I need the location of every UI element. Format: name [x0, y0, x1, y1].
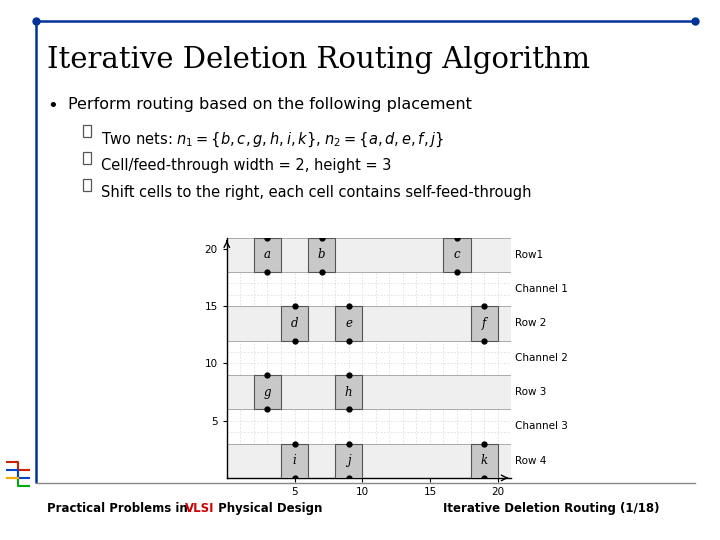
Text: e: e [345, 317, 352, 330]
Bar [227, 443, 511, 478]
Bar [471, 443, 498, 478]
Text: Channel 3: Channel 3 [516, 421, 568, 431]
Bar [83, 152, 91, 164]
Text: VLSI: VLSI [185, 502, 215, 515]
Text: Physical Design: Physical Design [214, 502, 323, 515]
Text: g: g [264, 386, 271, 399]
Text: Row 3: Row 3 [516, 387, 546, 397]
Bar [254, 375, 281, 409]
Text: Iterative Deletion Routing (1/18): Iterative Deletion Routing (1/18) [443, 502, 660, 515]
Text: Channel 1: Channel 1 [516, 284, 568, 294]
Text: Cell/feed-through width = 2, height = 3: Cell/feed-through width = 2, height = 3 [101, 158, 391, 173]
Text: Row1: Row1 [516, 250, 544, 260]
Bar [83, 179, 91, 191]
Bar [254, 238, 281, 272]
Text: Row 2: Row 2 [516, 319, 546, 328]
Bar [227, 306, 511, 341]
Bar [471, 306, 498, 341]
Bar [227, 238, 511, 272]
Bar [281, 306, 308, 341]
Text: c: c [454, 248, 460, 261]
Text: Row 4: Row 4 [516, 456, 546, 465]
Text: •: • [47, 97, 58, 115]
Bar [335, 443, 362, 478]
Bar [335, 306, 362, 341]
Text: Perform routing based on the following placement: Perform routing based on the following p… [68, 97, 472, 112]
Text: j: j [347, 454, 351, 467]
Bar [281, 443, 308, 478]
Text: d: d [291, 317, 298, 330]
Text: a: a [264, 248, 271, 261]
Text: k: k [480, 454, 487, 467]
Text: Iterative Deletion Routing Algorithm: Iterative Deletion Routing Algorithm [47, 46, 590, 74]
Bar [335, 375, 362, 409]
Text: Two nets: $n_1 = \{b,c,g,h,i,k\}$, $n_2 = \{a,d,e,f,j\}$: Two nets: $n_1 = \{b,c,g,h,i,k\}$, $n_2 … [101, 131, 444, 149]
Text: b: b [318, 248, 325, 261]
Text: i: i [292, 454, 297, 467]
Text: Shift cells to the right, each cell contains self-feed-through: Shift cells to the right, each cell cont… [101, 185, 531, 200]
Text: f: f [482, 317, 486, 330]
Bar [227, 375, 511, 409]
Text: h: h [345, 386, 353, 399]
Bar [308, 238, 335, 272]
Text: Practical Problems in: Practical Problems in [47, 502, 192, 515]
Text: Channel 2: Channel 2 [516, 353, 568, 363]
Bar [444, 238, 471, 272]
Bar [83, 125, 91, 137]
